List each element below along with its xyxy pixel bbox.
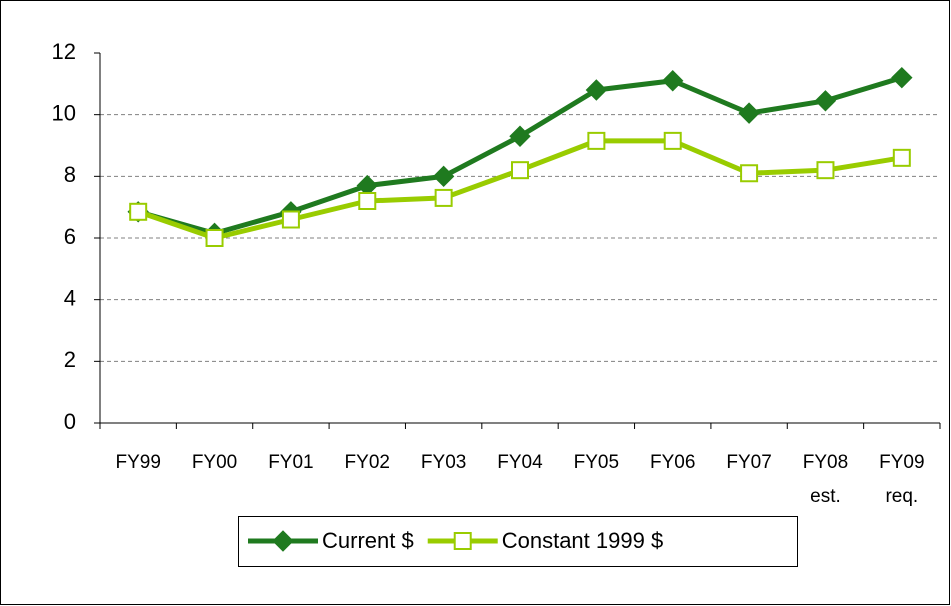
marker <box>891 66 913 89</box>
y-tick-label: 2 <box>64 347 76 372</box>
x-tick-label: FY05 <box>574 452 619 473</box>
x-tick-label: est. <box>810 486 841 507</box>
y-tick-label: 4 <box>64 285 76 310</box>
marker <box>432 165 455 188</box>
x-tick-label: FY04 <box>497 452 543 473</box>
marker <box>892 148 911 167</box>
marker <box>738 102 760 124</box>
marker <box>740 164 759 183</box>
marker <box>814 90 837 112</box>
marker <box>281 210 300 229</box>
x-tick-label: FY07 <box>726 452 771 473</box>
marker <box>816 161 835 180</box>
marker <box>587 131 606 150</box>
marker <box>663 131 682 150</box>
x-tick-label: FY06 <box>650 452 695 473</box>
x-tick-label: FY00 <box>192 452 237 473</box>
marker <box>511 161 529 180</box>
x-tick-label: FY02 <box>345 452 390 473</box>
x-tick-label: FY09 <box>879 452 924 473</box>
x-tick-label: req. <box>885 486 918 507</box>
x-tick-label: FY08 <box>803 452 848 473</box>
x-tick-label: FY01 <box>268 452 313 473</box>
y-tick-label: 8 <box>64 162 76 187</box>
y-tick-label: 6 <box>64 224 76 249</box>
marker <box>509 125 531 147</box>
marker <box>205 229 224 247</box>
legend-label: Current $ <box>322 528 414 553</box>
marker <box>434 188 453 207</box>
marker <box>358 192 377 210</box>
marker <box>662 70 684 92</box>
marker <box>272 530 294 552</box>
x-tick-label: FY03 <box>421 452 466 473</box>
marker <box>585 79 608 101</box>
y-tick-label: 10 <box>52 100 76 125</box>
legend-box <box>238 516 798 567</box>
legend-label: Constant 1999 $ <box>502 528 663 553</box>
y-tick-label: 0 <box>64 409 76 434</box>
x-tick-label: FY99 <box>115 452 160 473</box>
y-tick-label: 12 <box>52 39 76 64</box>
marker <box>453 532 472 550</box>
marker <box>129 202 148 221</box>
